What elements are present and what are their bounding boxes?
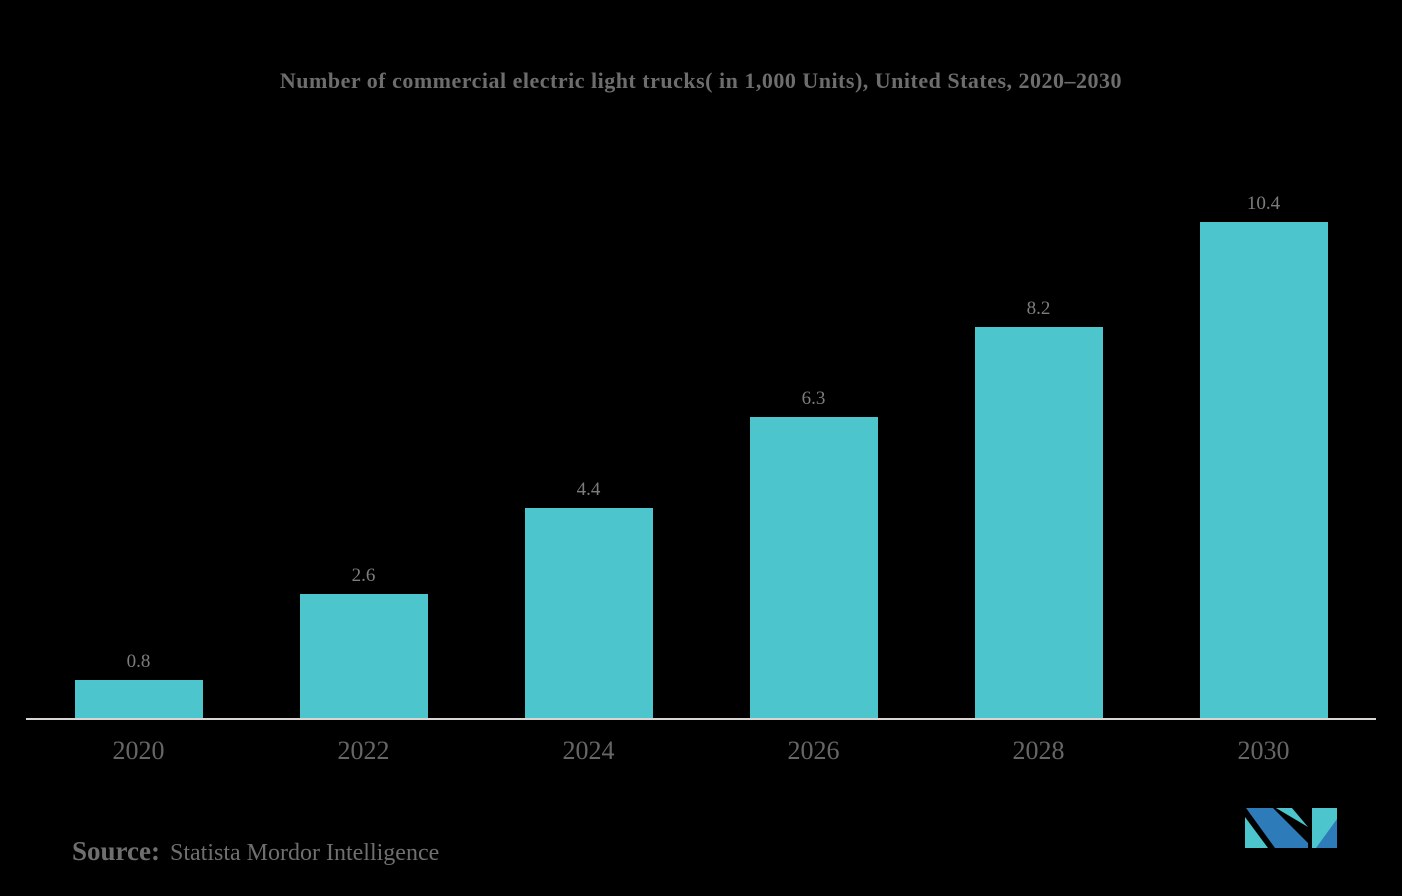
x-axis-label-2030: 2030 [1237,736,1290,765]
source-label: Source: [72,836,160,866]
bar-2024 [524,508,653,718]
bar-slot-2020: 0.8 [26,160,251,718]
value-label-2022: 2.6 [351,565,376,586]
value-label-2024: 4.4 [576,479,601,500]
x-axis-labels: 2020 2022 2024 2026 2028 2030 [26,736,1376,766]
bar-2026 [749,417,878,718]
mordor-intelligence-logo [1245,808,1337,848]
x-axis-label-2026: 2026 [787,736,840,765]
x-axis-label-2028: 2028 [1012,736,1065,765]
bar-2030 [1199,222,1328,718]
value-label-2020: 0.8 [126,651,151,672]
source-text: Statista Mordor Intelligence [170,840,440,866]
value-label-2030: 10.4 [1246,193,1281,214]
bar-2028 [974,327,1103,718]
bar-slot-2028: 8.2 [926,160,1151,718]
bar-2022 [299,594,428,718]
plot-area: 0.8 2.6 4.4 6.3 8.2 10.4 [26,160,1376,720]
bar-slot-2024: 4.4 [476,160,701,718]
bar-slot-2022: 2.6 [251,160,476,718]
value-label-2028: 8.2 [1026,298,1051,319]
value-label-2026: 6.3 [801,388,826,409]
x-axis-label-2024: 2024 [562,736,615,765]
source-line: Source: Statista Mordor Intelligence [72,836,439,867]
x-axis-label-2022: 2022 [337,736,390,765]
bar-2020 [74,680,203,718]
x-axis-label-2020: 2020 [112,736,165,765]
bar-slot-2026: 6.3 [701,160,926,718]
bar-slot-2030: 10.4 [1151,160,1376,718]
chart-title: Number of commercial electric light truc… [279,68,1123,93]
